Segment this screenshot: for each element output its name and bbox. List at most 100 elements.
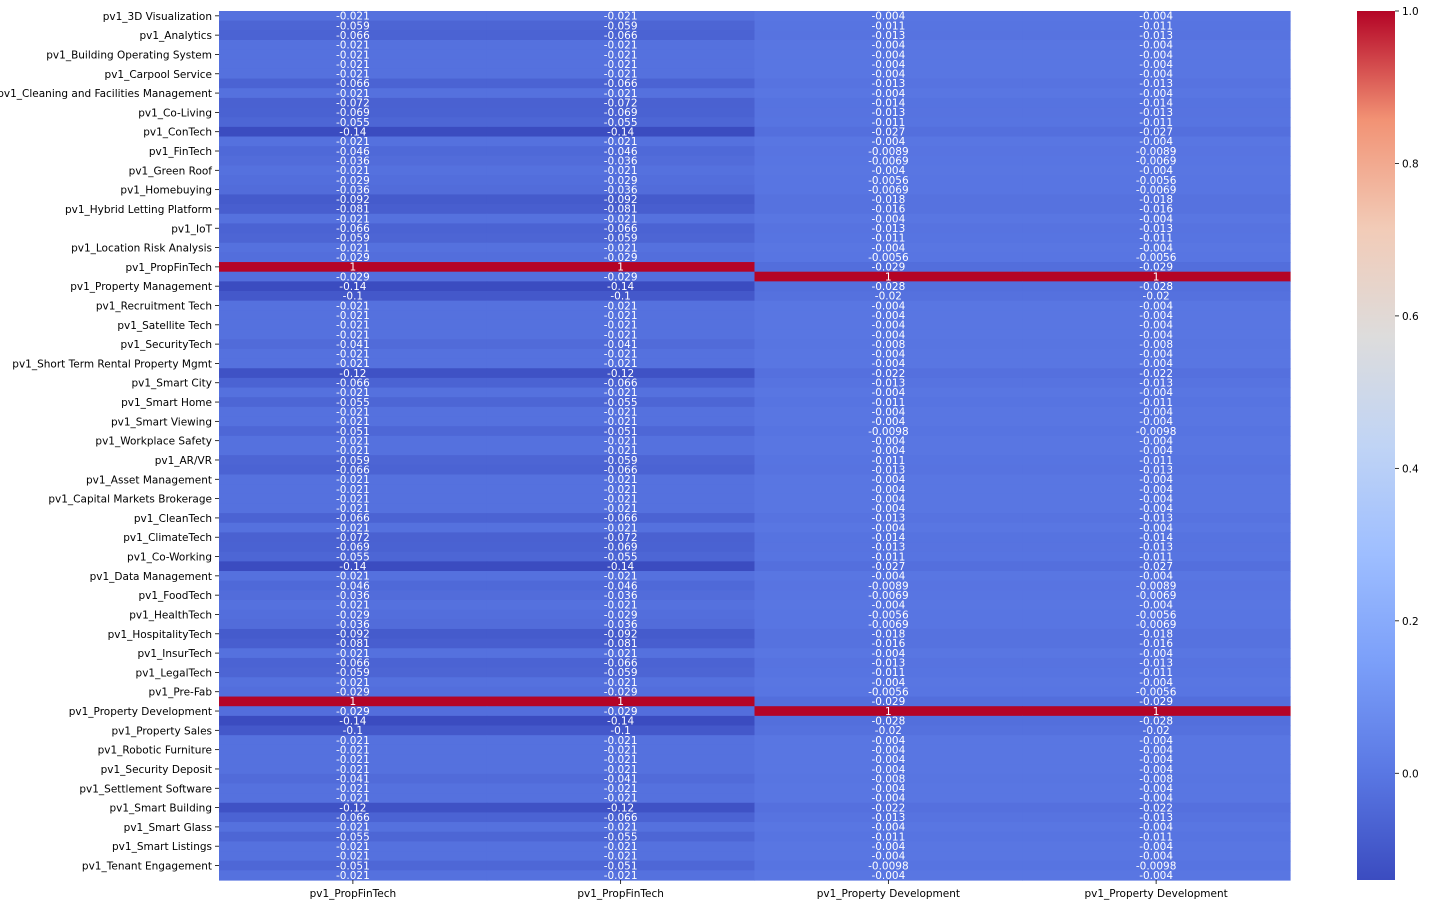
heatmap-cell — [1022, 503, 1291, 514]
heatmap-cell — [754, 397, 1023, 408]
y-tick-label: pv1_Workplace Safety — [95, 436, 212, 448]
cell-value-label: -0.011 — [1139, 20, 1173, 32]
cell-value-label: -0.021 — [604, 648, 638, 660]
heatmap-cell — [754, 590, 1023, 601]
heatmap-cell — [1022, 677, 1291, 688]
heatmap-cell — [486, 358, 756, 369]
heatmap-cell — [486, 493, 756, 505]
heatmap-cell — [486, 107, 756, 118]
heatmap-cell — [1022, 397, 1291, 408]
cell-value-label: -0.041 — [336, 339, 370, 351]
cell-value-label: -0.092 — [604, 194, 638, 206]
cell-value-label: -0.021 — [336, 49, 370, 61]
y-tick-label: pv1_Co-Working — [127, 552, 212, 564]
heatmap-cell — [219, 358, 488, 369]
cell-value-label: -0.004 — [871, 88, 905, 100]
cell-value-label: -0.021 — [604, 445, 638, 457]
heatmap-cell — [486, 300, 756, 311]
heatmap-cell — [486, 831, 756, 842]
heatmap-cell — [754, 599, 1023, 611]
cell-value-label: -0.011 — [871, 831, 905, 843]
cell-value-label: -0.021 — [336, 329, 370, 341]
cell-value-label: -0.011 — [1139, 117, 1173, 129]
cell-value-label: -0.016 — [1139, 638, 1173, 650]
cell-value-label: -0.004 — [1139, 522, 1173, 534]
cell-value-label: -0.004 — [1139, 851, 1173, 863]
cell-value-label: -0.066 — [604, 658, 638, 670]
heatmap-cell — [754, 175, 1023, 186]
heatmap-cell — [754, 773, 1023, 785]
colorbar-gradient — [1357, 11, 1395, 880]
cell-value-label: -0.036 — [604, 184, 638, 196]
cell-value-label: -0.004 — [1139, 11, 1173, 23]
heatmap-cell — [219, 387, 488, 398]
heatmap-cell — [219, 329, 488, 340]
cell-value-label: -0.021 — [336, 648, 370, 660]
heatmap-cell — [1022, 97, 1291, 109]
cell-value-label: -0.011 — [871, 667, 905, 679]
heatmap-cell — [219, 744, 488, 756]
heatmap-cell — [219, 532, 488, 543]
heatmap-cell — [219, 648, 488, 659]
cell-value-label: -0.072 — [336, 98, 370, 110]
y-tick-label: pv1_Location Risk Analysis — [71, 243, 212, 255]
heatmap-cell — [219, 609, 488, 620]
heatmap-cell — [1022, 175, 1291, 186]
heatmap-cell — [219, 484, 488, 495]
heatmap-cell — [219, 725, 488, 736]
heatmap-cell — [1022, 580, 1291, 591]
heatmap-cell — [486, 377, 756, 389]
cell-value-label: -0.0098 — [1136, 860, 1177, 872]
heatmap-cell — [1022, 11, 1291, 22]
cell-value-label: -0.021 — [604, 503, 638, 515]
heatmap-cell — [486, 397, 756, 408]
heatmap-cell — [486, 242, 756, 253]
heatmap-cell — [486, 445, 756, 456]
heatmap-cell — [486, 39, 756, 51]
x-tick-label: pv1_PropFinTech — [310, 888, 397, 900]
heatmap-cell — [1022, 667, 1291, 678]
cell-value-label: -0.028 — [871, 281, 905, 293]
cell-value-label: -0.004 — [1139, 320, 1173, 332]
cell-value-label: -0.0089 — [868, 580, 909, 592]
heatmap-cell — [486, 542, 756, 553]
heatmap-cell — [486, 744, 756, 756]
heatmap-cell — [219, 310, 488, 321]
heatmap-cell — [1022, 735, 1291, 746]
heatmap-cell — [486, 368, 756, 379]
cell-value-label: -0.055 — [336, 397, 370, 409]
heatmap-cell — [754, 764, 1023, 775]
heatmap-cell — [486, 455, 756, 466]
heatmap-cell — [754, 126, 1023, 138]
heatmap-cell — [486, 426, 756, 437]
heatmap-cell — [219, 561, 488, 572]
y-tick-label: pv1_Cleaning and Facilities Management — [0, 88, 212, 100]
heatmap-cell — [754, 107, 1023, 118]
cell-value-label: -0.027 — [1139, 561, 1173, 573]
cell-value-label: -0.021 — [336, 445, 370, 457]
cell-value-label: -0.021 — [604, 851, 638, 863]
cell-value-label: -0.004 — [1139, 754, 1173, 766]
cell-value-label: -0.021 — [336, 744, 370, 756]
y-tick-label: pv1_HospitalityTech — [108, 629, 212, 641]
cell-value-label: -0.029 — [604, 271, 638, 283]
cell-value-label: -0.004 — [1139, 677, 1173, 689]
heatmap-cell — [219, 851, 488, 862]
heatmap-cell — [219, 590, 488, 601]
cell-value-label: -0.004 — [871, 320, 905, 332]
cell-value-label: -0.069 — [604, 107, 638, 119]
cell-value-label: -0.004 — [871, 300, 905, 312]
cell-value-label: -0.016 — [871, 204, 905, 216]
cell-value-label: -0.004 — [1139, 571, 1173, 583]
heatmap-cell — [754, 735, 1023, 746]
cell-value-label: -0.02 — [875, 725, 902, 737]
heatmap-cell — [1022, 242, 1291, 253]
heatmap-cell — [219, 677, 488, 688]
cell-value-label: -0.021 — [604, 522, 638, 534]
cell-value-label: -0.059 — [604, 455, 638, 467]
cell-value-label: -0.021 — [336, 310, 370, 322]
cell-value-label: -0.021 — [336, 358, 370, 370]
heatmap-cell — [754, 310, 1023, 321]
heatmap-cell — [754, 744, 1023, 756]
cell-value-label: -0.021 — [604, 40, 638, 52]
